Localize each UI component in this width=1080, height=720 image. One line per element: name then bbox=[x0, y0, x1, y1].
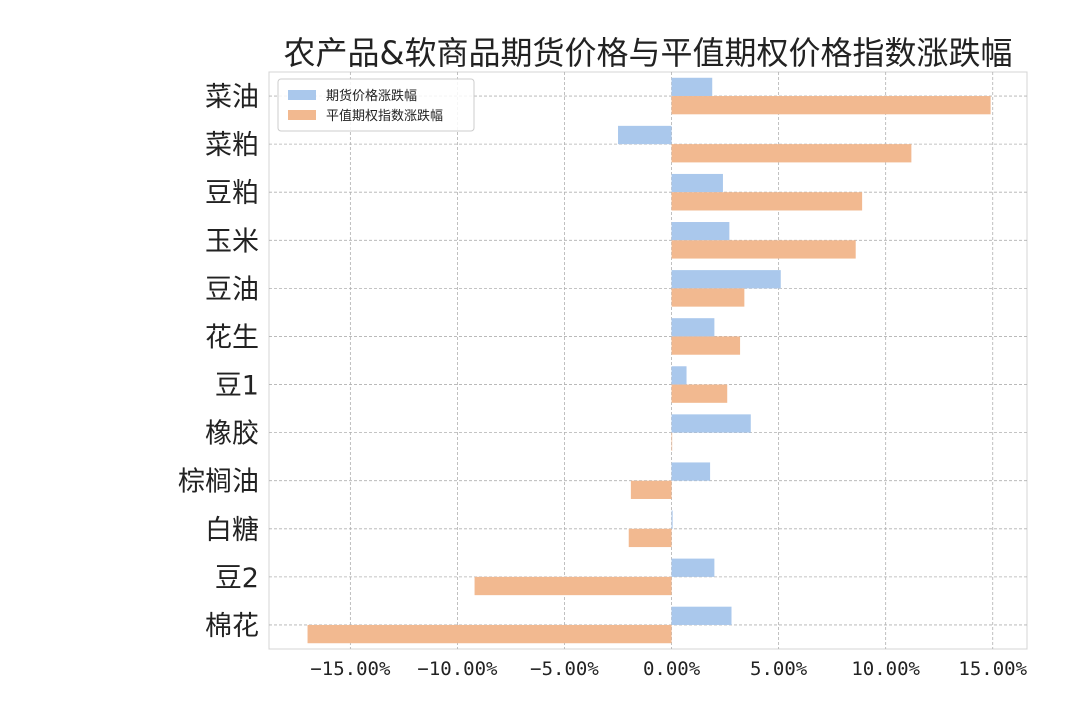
bar bbox=[671, 96, 991, 115]
y-tick-label: 豆1 bbox=[215, 371, 259, 402]
y-tick-label: 菜粕 bbox=[205, 130, 259, 161]
bar bbox=[618, 125, 672, 145]
y-tick-label: 豆2 bbox=[215, 563, 259, 594]
y-tick-label: 花生 bbox=[205, 322, 259, 353]
x-tick-label: −10.00% bbox=[417, 658, 498, 680]
bar bbox=[474, 576, 672, 596]
bar bbox=[671, 384, 728, 403]
bar bbox=[671, 606, 732, 625]
axes: −15.00% −10.00% −5.00% 0.00% 5.00% 10.00% 15.0… bbox=[178, 82, 1028, 680]
bars bbox=[307, 77, 991, 644]
y-tick-label: 白糖 bbox=[205, 515, 259, 546]
y-tick-label: 玉米 bbox=[205, 226, 259, 257]
chart-title: 农产品&软商品期货价格与平值期权价格指数涨跌幅 bbox=[284, 34, 1013, 72]
legend-box bbox=[277, 78, 475, 132]
x-tick-label: 0.00% bbox=[643, 658, 701, 680]
bar bbox=[671, 222, 730, 241]
bar bbox=[671, 173, 723, 193]
x-tick-label: 5.00% bbox=[750, 658, 808, 680]
y-tick-label: 菜油 bbox=[205, 82, 259, 113]
bar bbox=[307, 624, 672, 644]
legend-swatch bbox=[288, 110, 316, 120]
bar bbox=[630, 480, 672, 499]
bar bbox=[671, 192, 863, 211]
plot-area bbox=[268, 71, 1028, 650]
x-tick-label: −5.00% bbox=[530, 658, 599, 680]
bar bbox=[671, 414, 751, 433]
bar bbox=[671, 318, 715, 337]
y-tick-label: 豆油 bbox=[205, 274, 259, 305]
bar bbox=[671, 510, 673, 529]
y-tick-label: 棕榈油 bbox=[178, 467, 259, 498]
bar bbox=[671, 558, 715, 577]
y-tick-label: 豆粕 bbox=[205, 178, 259, 209]
bar bbox=[671, 270, 781, 289]
bar bbox=[671, 240, 856, 259]
bar bbox=[628, 528, 672, 548]
bar bbox=[671, 288, 745, 307]
bar bbox=[671, 366, 687, 385]
grid bbox=[268, 71, 1028, 650]
x-tick-label: −15.00% bbox=[310, 658, 391, 680]
bar bbox=[671, 336, 741, 355]
bar bbox=[671, 462, 711, 481]
legend-label: 平值期权指数涨跌幅 bbox=[326, 108, 443, 124]
bar bbox=[671, 144, 912, 163]
y-tick-label: 橡胶 bbox=[205, 419, 259, 450]
y-tick-label: 棉花 bbox=[205, 611, 259, 642]
legend-swatch bbox=[288, 90, 316, 100]
bar bbox=[671, 432, 673, 451]
x-tick-label: 10.00% bbox=[851, 658, 920, 680]
legend-label: 期货价格涨跌幅 bbox=[326, 88, 417, 104]
x-tick-label: 15.00% bbox=[958, 658, 1027, 680]
bar bbox=[671, 77, 713, 97]
